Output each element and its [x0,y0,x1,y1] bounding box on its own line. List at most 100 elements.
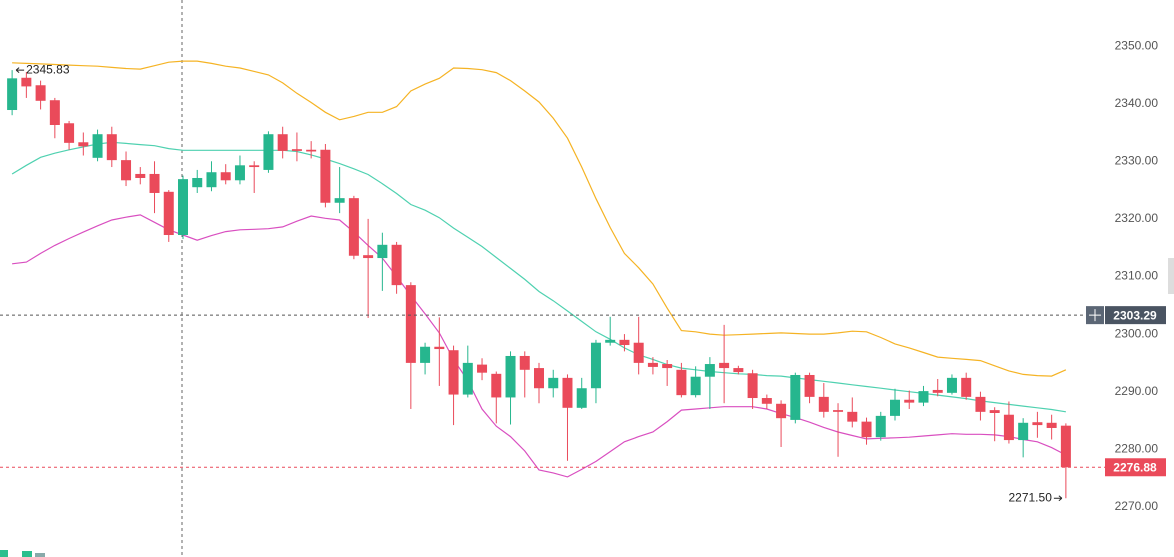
candle-body [975,396,986,412]
candle-body [890,399,900,416]
y-tick-label: 2290.00 [1115,384,1159,398]
candle-body [946,377,957,393]
candle-body [875,415,886,438]
candle-body [178,179,188,236]
candle-body [519,355,530,370]
y-tick-label: 2350.00 [1115,38,1159,52]
y-tick-label: 2300.00 [1115,326,1159,340]
candle-body [64,123,75,143]
crosshair-price-label: 2303.29 [1113,308,1157,322]
low-label: 2271.50 [1008,490,1052,504]
candle-body [918,391,929,403]
candle-body [761,398,772,404]
crosshair-price-tag [1105,306,1166,325]
side-handle[interactable] [1168,258,1174,294]
y-tick-label: 2330.00 [1115,153,1159,167]
candle-body [633,342,644,363]
y-tick-label: 2310.00 [1115,269,1159,283]
candle-body [719,362,730,369]
low-arrow [1053,495,1063,502]
candle-body [1060,425,1071,468]
candle-body [234,165,245,181]
candle-body [135,173,146,178]
candle-body [776,403,787,419]
candle-body [420,346,431,363]
candle-body [92,134,103,158]
candle-body [35,85,46,101]
candle-body [405,285,416,363]
band-line [12,60,1067,377]
candle-body [590,342,601,389]
band-line [11,141,1066,413]
candle-body [320,149,331,203]
candle-body [704,364,715,377]
candle-body [505,355,516,398]
candle-body [861,421,872,438]
candle-body [534,368,544,389]
bottom-icon [35,553,45,557]
candle-body [263,134,274,170]
candle-body [1003,414,1014,441]
candle-body [1046,422,1057,428]
candle-body [291,149,302,151]
candle-body [733,368,744,373]
candle-body [676,369,687,396]
candle-body [818,396,829,412]
candle-body [605,339,616,343]
candle-body [192,177,203,188]
candle-body [790,374,801,420]
y-tick-label: 2280.00 [1115,441,1159,455]
candle-body [961,377,972,397]
candle-body [833,410,844,412]
candle-body [1032,422,1043,426]
band-line [12,214,1067,478]
candle-body [690,376,701,396]
y-tick-label: 2320.00 [1115,211,1159,225]
candle-body [804,374,815,397]
high-label: 2345.83 [26,62,70,76]
last-price-label: 2276.88 [1113,460,1157,474]
candle-body [434,346,445,350]
candle-body [121,160,132,181]
candle-body [477,364,488,373]
bottom-icon [0,550,8,557]
candle-body [548,377,559,389]
y-tick-label: 2340.00 [1115,96,1159,110]
candle-body [576,388,587,408]
candle-body [747,373,758,399]
candle-body [391,244,402,286]
candle-body [249,165,260,168]
candle-body [647,362,658,367]
candle-body [206,172,217,188]
last-price-tag [1105,458,1166,477]
candle-body [462,362,473,395]
candle-body [989,410,1000,413]
candle-body [78,142,89,147]
candle-body [306,149,317,152]
candle-body [448,350,459,395]
candle-body [277,134,288,151]
candle-body [662,364,673,369]
bottom-icon [22,551,32,557]
candle-body [21,77,32,87]
candle-body [106,134,117,161]
candle-body [334,198,345,203]
candle-body [491,373,502,398]
candle-body [1018,422,1029,441]
candle-body [904,399,915,403]
candle-body [163,191,174,236]
candle-body [377,244,388,259]
candle-body [220,172,231,181]
candle-body [619,339,630,346]
plus-icon [1089,309,1101,322]
candle-body [932,389,943,393]
candle-body [363,255,374,259]
high-arrow [15,67,25,73]
candle-body [847,411,858,422]
candle-body [49,100,60,125]
candle-body [7,78,18,111]
candle-body [348,198,359,256]
candle-body [149,173,160,193]
y-tick-label: 2270.00 [1115,499,1159,513]
